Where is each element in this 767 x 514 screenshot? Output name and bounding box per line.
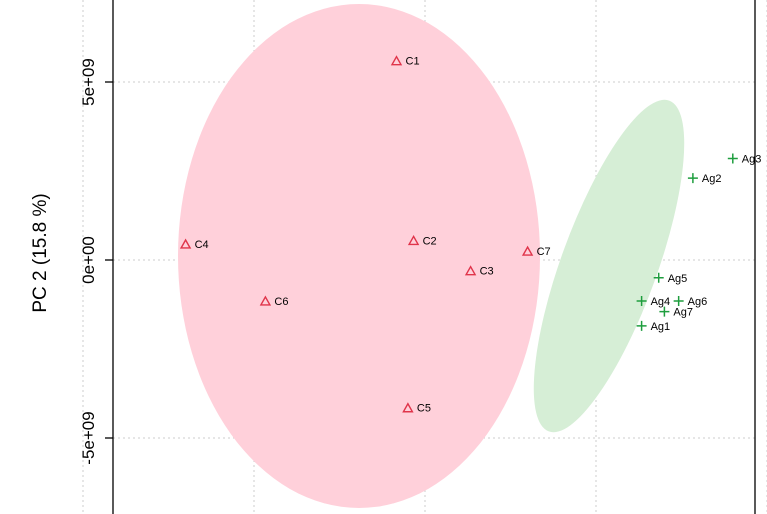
point-label-ag5: Ag5 (668, 273, 688, 285)
y-tick-label-1: 0e+00 (79, 236, 98, 284)
point-label-c6: C6 (274, 296, 288, 308)
point-label-c3: C3 (480, 266, 494, 278)
y-ticks: 5e+09 0e+00 -5e+09 (79, 58, 113, 465)
point-label-c5: C5 (417, 403, 431, 415)
point-label-c2: C2 (423, 235, 437, 247)
ellipse-group-ag (533, 99, 685, 433)
point-c7 (521, 245, 534, 256)
point-label-c7: C7 (537, 246, 551, 258)
y-tick-label-0: 5e+09 (79, 58, 98, 106)
point-label-ag7: Ag7 (673, 307, 693, 319)
point-ag6 (673, 295, 684, 306)
point-c6 (259, 295, 272, 306)
point-ag2 (687, 173, 698, 184)
point-label-ag2: Ag2 (702, 173, 722, 185)
y-tick-label-2: -5e+09 (79, 411, 98, 464)
point-label-ag1: Ag1 (651, 321, 671, 333)
point-ag3 (727, 153, 738, 164)
point-c4 (179, 238, 192, 249)
point-ag4 (636, 295, 647, 306)
point-c5 (402, 402, 414, 413)
point-ag5 (653, 272, 664, 283)
point-ag7 (659, 306, 670, 317)
point-label-c1: C1 (406, 56, 420, 68)
ellipse-group-c (178, 4, 540, 508)
point-ag1 (636, 320, 647, 331)
point-label-c4: C4 (195, 239, 209, 251)
point-label-ag4: Ag4 (651, 296, 671, 308)
point-c1 (390, 55, 403, 66)
y-axis-title: PC 2 (15.8 %) (30, 193, 51, 312)
point-label-ag3: Ag3 (742, 154, 762, 166)
group-ellipses (178, 4, 685, 508)
point-c2 (407, 234, 420, 246)
point-label-ag6: Ag6 (688, 296, 708, 308)
point-c3 (464, 265, 477, 276)
axes (112, 0, 756, 514)
